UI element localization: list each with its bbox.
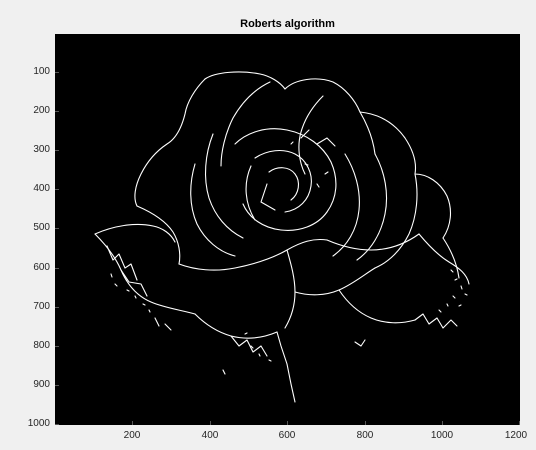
x-tickmark	[519, 421, 520, 425]
x-tick-label: 800	[356, 430, 374, 441]
x-tick-label: 400	[201, 430, 219, 441]
plot-title: Roberts algorithm	[240, 18, 335, 30]
rose-edge-image	[55, 34, 520, 425]
x-tickmark	[442, 421, 443, 425]
y-tickmark	[55, 228, 59, 229]
x-tick-label: 1000	[430, 430, 454, 441]
y-tickmark	[55, 150, 59, 151]
y-tickmark	[55, 72, 59, 73]
y-tick-label: 200	[33, 105, 50, 116]
y-tick-label: 800	[33, 340, 50, 351]
x-tick-label: 1200	[504, 430, 528, 441]
y-tickmark	[55, 385, 59, 386]
y-tick-label: 600	[33, 262, 50, 273]
y-tickmark	[55, 111, 59, 112]
y-tickmark	[55, 307, 59, 308]
y-tickmark	[55, 189, 59, 190]
y-tick-label: 500	[33, 222, 50, 233]
y-tick-label: 900	[33, 379, 50, 390]
x-tickmark	[132, 421, 133, 425]
x-tickmark	[287, 421, 288, 425]
y-tick-label: 100	[33, 66, 50, 77]
x-tickmark	[365, 421, 366, 425]
y-tick-label: 300	[33, 144, 50, 155]
x-tickmark	[210, 421, 211, 425]
y-tick-label: 1000	[27, 418, 50, 429]
image-axes[interactable]	[55, 34, 520, 425]
y-tickmark	[55, 268, 59, 269]
y-tickmark	[55, 346, 59, 347]
x-tick-label: 200	[123, 430, 141, 441]
y-tick-label: 700	[33, 301, 50, 312]
y-tick-label: 400	[33, 183, 50, 194]
x-tick-label: 600	[278, 430, 296, 441]
y-tickmark	[55, 424, 59, 425]
